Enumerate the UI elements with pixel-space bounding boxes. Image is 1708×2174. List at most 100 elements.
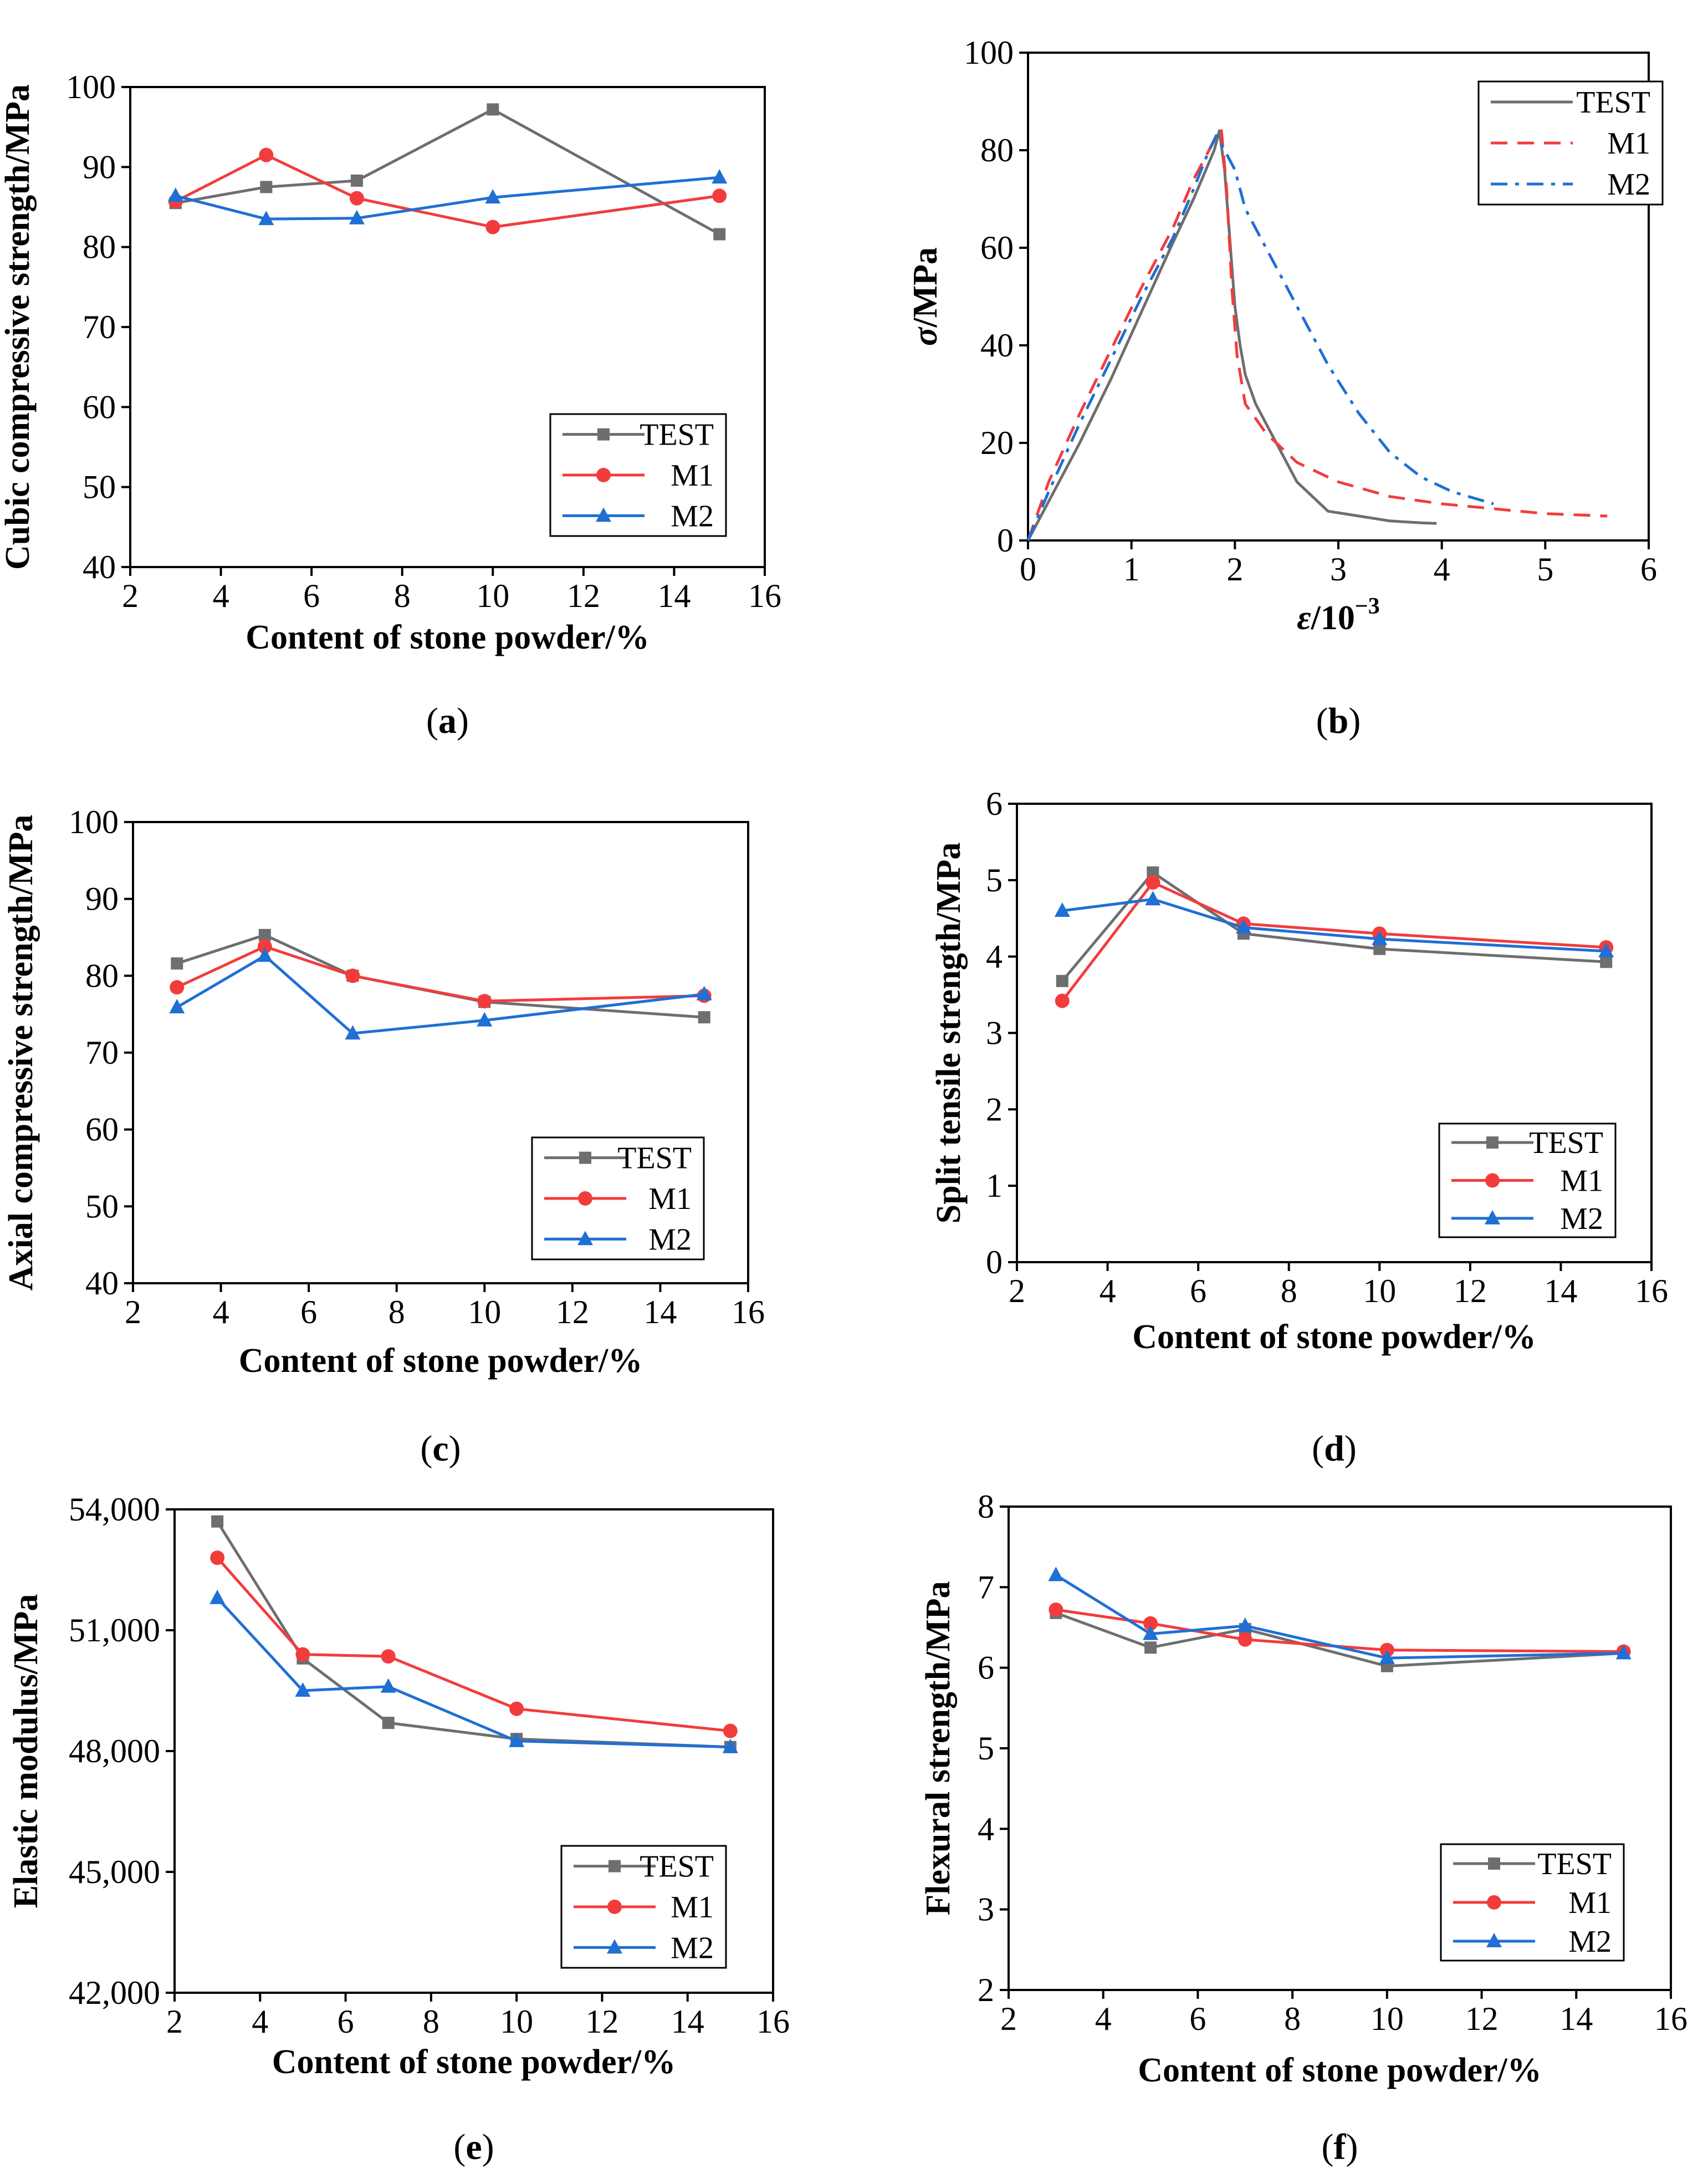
- data-point-triangle-marker: [345, 1025, 361, 1040]
- legend-square-marker: [608, 1860, 621, 1872]
- series-line-m2: [216, 1597, 730, 1749]
- panel-label-letter: a: [438, 701, 457, 741]
- data-point-circle-marker: [345, 968, 360, 983]
- x-tick-label: 6: [1640, 551, 1657, 588]
- series-test: [171, 928, 710, 1024]
- x-axis-title: Content of stone powder/%: [246, 619, 649, 656]
- x-axis-title: ε/10−3: [1297, 594, 1380, 637]
- legend-label: M1: [648, 1182, 692, 1216]
- data-point-circle-marker: [712, 188, 727, 203]
- data-point-circle-marker: [1237, 1632, 1252, 1647]
- data-point-triangle-marker: [1372, 930, 1388, 945]
- data-point-circle-marker: [295, 1647, 310, 1662]
- x-tick-label: 2: [166, 2003, 183, 2040]
- legend-label: TEST: [640, 418, 714, 452]
- series-m1: [170, 939, 712, 1009]
- x-tick-label: 8: [1284, 2001, 1301, 2037]
- legend-triangle-marker: [607, 1939, 622, 1954]
- data-point-triangle-marker: [1235, 919, 1251, 934]
- y-tick-label: 6: [986, 785, 1003, 822]
- series-m2: [1054, 891, 1614, 958]
- y-axis-title: Axial compressive strength/MPa: [2, 815, 40, 1291]
- x-tick-label: 8: [423, 2003, 439, 2040]
- data-point-square-marker: [698, 1011, 710, 1024]
- panel-label-open: (: [1322, 2127, 1334, 2167]
- y-tick-label: 90: [85, 881, 119, 917]
- y-tick-label: 2: [986, 1091, 1003, 1127]
- y-tick-label: 5: [986, 862, 1003, 899]
- x-tick-label: 12: [585, 2003, 618, 2040]
- x-tick-label: 3: [1330, 551, 1347, 588]
- x-tick-label: 4: [1434, 551, 1450, 588]
- data-point-square-marker: [260, 181, 273, 193]
- x-tick-label: 16: [732, 1294, 765, 1330]
- data-point-circle-marker: [257, 939, 272, 954]
- data-point-triangle-marker: [257, 947, 273, 962]
- data-point-circle-marker: [381, 1649, 396, 1664]
- x-tick-label: 4: [1100, 1273, 1116, 1309]
- series-line-test: [216, 1520, 730, 1749]
- y-tick-label: 80: [85, 957, 119, 994]
- data-point-circle-marker: [509, 1701, 524, 1716]
- panel-label-close: ): [449, 1428, 461, 1469]
- panel-label: (e): [453, 2127, 494, 2167]
- y-tick-label: 40: [980, 327, 1014, 364]
- data-point-triangle-marker: [1615, 1645, 1632, 1660]
- data-point-square-marker: [1144, 1641, 1157, 1654]
- legend-label: M2: [671, 1931, 714, 1965]
- data-point-triangle-marker: [509, 1732, 525, 1747]
- x-tick-label: 6: [1189, 2001, 1206, 2037]
- series-m1: [210, 1550, 738, 1738]
- data-point-triangle-marker: [1048, 1566, 1064, 1581]
- x-tick-label: 6: [303, 578, 320, 614]
- panel-label-open: (: [1316, 701, 1328, 741]
- data-point-triangle-marker: [485, 189, 501, 204]
- data-point-square-marker: [1147, 866, 1159, 879]
- x-tick-label: 4: [213, 578, 229, 614]
- x-tick-label: 14: [643, 1294, 677, 1330]
- legend-label: M1: [671, 1890, 714, 1925]
- y-tick-label: 51,000: [69, 1612, 160, 1649]
- x-tick-label: 4: [213, 1294, 229, 1330]
- data-point-circle-marker: [723, 1723, 738, 1738]
- y-tick-label: 7: [978, 1569, 994, 1605]
- y-tick-label: 1: [986, 1167, 1003, 1204]
- x-tick-label: 6: [300, 1294, 317, 1330]
- y-tick-label: 50: [85, 1188, 119, 1224]
- series-line-test: [1026, 129, 1437, 542]
- panel-label-letter: e: [466, 2127, 482, 2167]
- panel-label: (b): [1316, 701, 1361, 741]
- x-tick-label: 12: [556, 1294, 589, 1330]
- data-point-circle-marker: [1049, 1603, 1063, 1617]
- y-tick-label: 4: [986, 938, 1003, 975]
- data-point-triangle-marker: [696, 986, 712, 1001]
- series-test: [1026, 129, 1437, 542]
- series-test: [211, 1515, 737, 1753]
- y-tick-label: 80: [83, 229, 116, 266]
- data-point-circle-marker: [349, 191, 364, 206]
- y-tick-label: 100: [69, 804, 119, 840]
- legend-label: M1: [1560, 1164, 1603, 1198]
- x-tick-label: 6: [1190, 1273, 1206, 1309]
- series-line-m2: [1026, 134, 1494, 541]
- legend-square-marker: [597, 428, 610, 441]
- legend-square-marker: [1486, 1136, 1499, 1149]
- series-m1: [1049, 1603, 1631, 1659]
- y-tick-label: 4: [978, 1810, 994, 1847]
- x-axis-title: Content of stone powder/%: [239, 1342, 642, 1380]
- series-m1: [1026, 129, 1608, 541]
- x-tick-label: 14: [1559, 2001, 1593, 2037]
- series-line-m2: [175, 176, 720, 221]
- x-axis-exponent: −3: [1355, 594, 1380, 619]
- chart-panel-e: 2 4 6 8 10 12 14 16 42,000 45,000 48,000 51,000 54,0…: [7, 1491, 790, 2167]
- x-tick-label: 2: [1226, 551, 1243, 588]
- legend-square-marker: [579, 1151, 591, 1164]
- panel-label-open: (: [1312, 1428, 1324, 1469]
- panel-label: (f): [1322, 2127, 1358, 2167]
- x-axis-title: Content of stone powder/%: [1138, 2051, 1541, 2089]
- legend-label: M1: [1607, 126, 1650, 161]
- x-tick-label: 16: [1654, 2001, 1687, 2037]
- x-tick-label: 12: [1454, 1273, 1487, 1309]
- data-point-square-marker: [258, 928, 271, 941]
